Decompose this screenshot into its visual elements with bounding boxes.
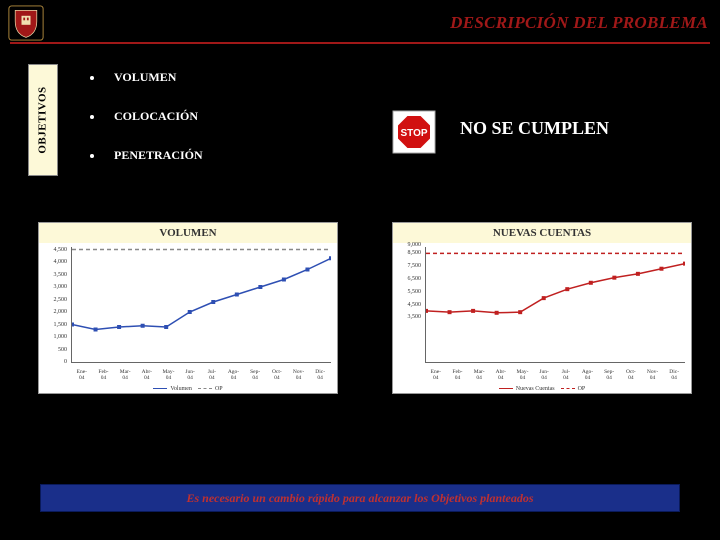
conclusion-banner: Es necesario un cambio rápido para alcan… xyxy=(40,484,680,512)
chart-title: VOLUMEN xyxy=(39,223,337,243)
list-item: PENETRACIÓN xyxy=(90,148,203,163)
stop-label: STOP xyxy=(400,128,427,139)
objectives-bullet-list: VOLUMEN COLOCACIÓN PENETRACIÓN xyxy=(90,70,203,187)
header-divider xyxy=(10,42,710,44)
volumen-chart: VOLUMEN 05001,0001,5002,0002,5003,0003,5… xyxy=(38,222,338,394)
university-shield-logo xyxy=(8,5,44,41)
no-se-cumplen-callout: NO SE CUMPLEN xyxy=(460,118,609,139)
objetivos-box: OBJETIVOS xyxy=(28,64,58,176)
chart-legend: Nuevas Cuentas OP xyxy=(393,386,691,392)
objetivos-label: OBJETIVOS xyxy=(37,86,49,153)
bullet-text: COLOCACIÓN xyxy=(114,109,198,124)
nuevas-cuentas-chart: NUEVAS CUENTAS 3,5004,5005,5006,5007,500… xyxy=(392,222,692,394)
chart-title: NUEVAS CUENTAS xyxy=(393,223,691,243)
slide-title: DESCRIPCIÓN DEL PROBLEMA xyxy=(450,13,708,33)
stop-sign-icon: STOP xyxy=(392,110,436,154)
bullet-text: VOLUMEN xyxy=(114,70,176,85)
list-item: COLOCACIÓN xyxy=(90,109,203,124)
list-item: VOLUMEN xyxy=(90,70,203,85)
chart-legend: Volumen OP xyxy=(39,386,337,392)
conclusion-text: Es necesario un cambio rápido para alcan… xyxy=(186,491,533,506)
slide-header: DESCRIPCIÓN DEL PROBLEMA xyxy=(0,0,720,42)
bullet-text: PENETRACIÓN xyxy=(114,148,203,163)
